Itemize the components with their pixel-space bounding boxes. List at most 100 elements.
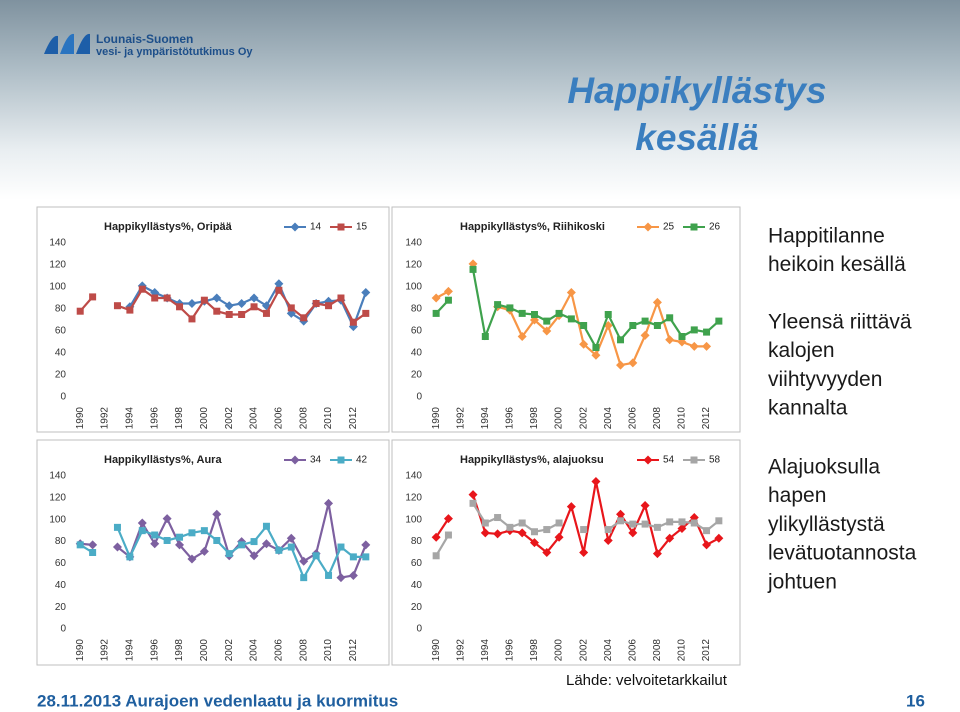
point — [617, 517, 625, 525]
y-tick-label: 20 — [55, 602, 67, 613]
point — [89, 549, 97, 556]
point — [212, 509, 222, 519]
x-tick-label: 1992 — [100, 639, 111, 662]
point — [126, 306, 134, 314]
y-tick-label: 0 — [416, 392, 422, 403]
point — [89, 293, 97, 301]
point — [506, 523, 514, 531]
point — [629, 520, 637, 528]
x-tick-label: 2004 — [249, 407, 260, 430]
point — [678, 518, 686, 526]
y-tick-label: 140 — [405, 238, 422, 249]
point — [163, 294, 171, 302]
x-tick-label: 1990 — [75, 639, 86, 662]
point — [555, 519, 563, 527]
point — [151, 294, 159, 302]
x-tick-label: 2008 — [298, 407, 309, 430]
y-tick-label: 100 — [405, 282, 422, 293]
point — [349, 553, 357, 561]
note-line: heikoin kesällä — [768, 253, 906, 276]
point — [543, 317, 551, 325]
y-tick-label: 0 — [60, 392, 66, 403]
point — [199, 546, 209, 556]
y-tick-label: 120 — [49, 260, 66, 271]
y-tick-label: 120 — [49, 492, 66, 503]
point — [703, 328, 711, 336]
legend-marker — [337, 223, 345, 231]
point — [262, 309, 270, 317]
point — [250, 538, 258, 546]
x-tick-label: 1992 — [455, 407, 466, 430]
point — [702, 540, 712, 550]
point — [652, 549, 662, 559]
point — [312, 300, 320, 307]
point — [287, 304, 295, 312]
point — [641, 317, 649, 325]
x-tick-label: 1990 — [75, 407, 86, 430]
point — [480, 528, 490, 538]
point — [138, 285, 146, 293]
point — [225, 550, 233, 558]
y-tick-label: 140 — [405, 471, 422, 482]
point — [566, 502, 576, 512]
y-tick-label: 40 — [411, 348, 423, 359]
point — [238, 541, 246, 549]
point — [580, 322, 588, 329]
chart-title: Happikyllästys%, Oripää — [104, 221, 233, 233]
point — [188, 315, 196, 323]
point — [702, 341, 712, 351]
point — [566, 288, 576, 297]
point — [337, 294, 345, 302]
point — [261, 539, 271, 549]
point — [432, 309, 440, 317]
x-tick-label: 2000 — [554, 407, 565, 430]
y-tick-label: 20 — [411, 602, 423, 613]
point — [312, 552, 320, 560]
point — [225, 311, 233, 318]
point — [431, 293, 441, 303]
point — [287, 543, 295, 551]
point — [274, 279, 284, 289]
x-tick-label: 1996 — [149, 639, 160, 662]
point — [529, 538, 539, 548]
source: Lähde: velvoitetarkkailut — [566, 672, 728, 689]
point — [603, 535, 613, 545]
legend-label: 14 — [310, 222, 322, 233]
point — [286, 533, 296, 543]
x-tick-label: 2012 — [348, 639, 359, 662]
point — [518, 309, 526, 317]
point — [337, 543, 345, 551]
x-tick-label: 2004 — [249, 639, 260, 662]
legend-label: 25 — [663, 222, 675, 233]
legend-marker — [290, 222, 300, 232]
point — [640, 330, 650, 340]
y-tick-label: 80 — [411, 304, 423, 315]
y-tick-label: 60 — [411, 326, 423, 337]
point — [579, 339, 589, 349]
point — [616, 509, 626, 519]
point — [689, 341, 699, 351]
point — [299, 556, 309, 566]
point — [187, 299, 197, 308]
point — [150, 539, 160, 549]
point — [703, 527, 711, 535]
legend-label: 15 — [356, 222, 368, 233]
point — [690, 326, 698, 334]
point — [653, 322, 661, 329]
x-tick-label: 1996 — [505, 407, 516, 430]
point — [714, 533, 724, 543]
x-tick-label: 2006 — [627, 407, 638, 430]
point — [629, 322, 637, 329]
x-tick-label: 1990 — [431, 639, 442, 662]
chart: Happikyllästys%, alajuoksu 0 20 40 60 80 100 12… — [391, 439, 741, 666]
legend-label: 26 — [709, 222, 721, 233]
point — [188, 529, 196, 537]
point — [530, 311, 538, 318]
point — [361, 288, 371, 297]
x-tick-label: 1994 — [480, 407, 491, 430]
point — [554, 532, 564, 542]
point — [481, 519, 489, 527]
point — [628, 358, 638, 368]
x-tick-label: 1998 — [174, 639, 185, 662]
point — [431, 532, 441, 542]
